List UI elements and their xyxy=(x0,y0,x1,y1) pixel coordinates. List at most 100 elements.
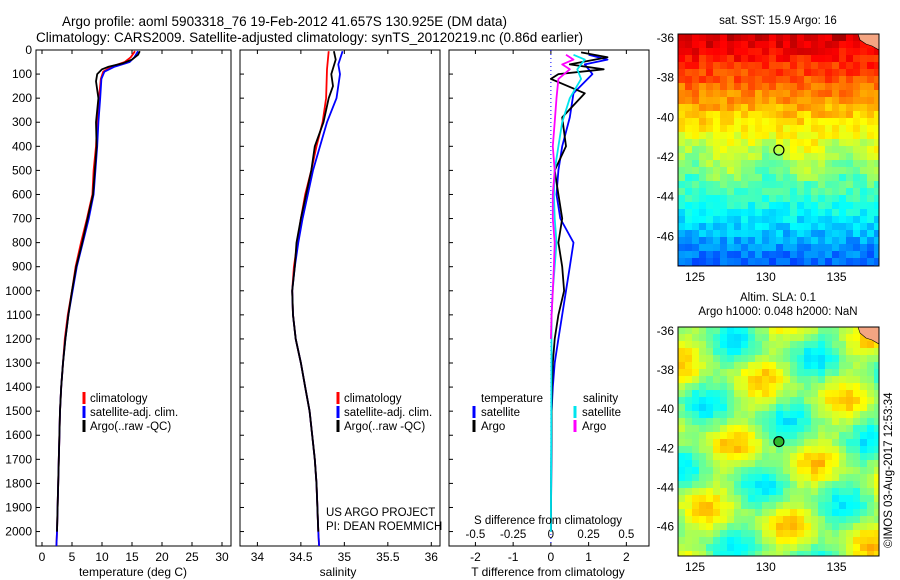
sst-cell xyxy=(734,237,742,245)
pi-credit: PI: DEAN ROEMMICH xyxy=(326,521,442,533)
sla-cell xyxy=(839,446,847,454)
sla-cell xyxy=(790,397,798,405)
sst-cell xyxy=(734,174,742,182)
sla-cell xyxy=(867,446,875,454)
sst-cell xyxy=(860,139,868,147)
sst-cell xyxy=(769,230,777,238)
sst-cell xyxy=(713,230,721,238)
sst-cell xyxy=(706,111,714,119)
sla-cell xyxy=(769,488,777,496)
sla-cell xyxy=(867,341,875,349)
sla-cell xyxy=(846,467,854,475)
sla-cell xyxy=(867,418,875,426)
sst-cell xyxy=(727,160,735,168)
depth-tick-label: 1400 xyxy=(5,380,32,394)
sla-cell xyxy=(818,418,826,426)
sla-cell xyxy=(832,327,840,335)
sla-cell xyxy=(734,446,742,454)
sla-cell xyxy=(692,404,700,412)
sst-cell xyxy=(692,223,700,231)
sst-cell xyxy=(706,174,714,182)
sst-cell xyxy=(832,62,840,70)
sst-cell xyxy=(713,153,721,161)
sst-cell xyxy=(678,146,686,154)
sst-cell xyxy=(706,69,714,77)
sst-cell xyxy=(706,48,714,56)
sla-cell xyxy=(699,327,707,335)
sst-cell xyxy=(783,118,791,126)
sla-cell xyxy=(783,446,791,454)
sla-cell xyxy=(769,397,777,405)
sla-cell xyxy=(846,481,854,489)
sla-cell xyxy=(783,509,791,517)
sla-cell xyxy=(769,348,777,356)
sla-cell xyxy=(720,495,728,503)
sst-cell xyxy=(797,41,805,49)
sst-cell xyxy=(727,251,735,259)
sla-cell xyxy=(818,481,826,489)
sla-cell xyxy=(678,502,686,510)
sla-cell xyxy=(790,467,798,475)
sst-cell xyxy=(846,216,854,224)
sst-cell xyxy=(769,209,777,217)
sst-cell xyxy=(706,230,714,238)
sst-cell xyxy=(748,69,756,77)
sla-cell xyxy=(832,537,840,545)
sla-cell xyxy=(846,439,854,447)
sla-cell xyxy=(727,523,735,531)
sla-cell xyxy=(706,495,714,503)
sst-argo-position-marker xyxy=(773,144,785,156)
sst-cell xyxy=(748,146,756,154)
sla-cell xyxy=(734,516,742,524)
sst-cell xyxy=(783,244,791,252)
sst-cell xyxy=(804,62,812,70)
sst-cell xyxy=(818,139,826,147)
sla-cell xyxy=(734,474,742,482)
sst-cell xyxy=(783,174,791,182)
sla-cell xyxy=(790,439,798,447)
sst-cell xyxy=(720,195,728,203)
sst-cell xyxy=(832,237,840,245)
sst-cell xyxy=(706,167,714,175)
sla-cell xyxy=(874,453,879,461)
sla-cell xyxy=(748,467,756,475)
sla-cell xyxy=(734,523,742,531)
sla-cell xyxy=(769,404,777,412)
sst-cell xyxy=(839,244,847,252)
sla-cell xyxy=(853,530,861,538)
sla-cell xyxy=(748,439,756,447)
sla-cell xyxy=(853,509,861,517)
sst-cell xyxy=(804,209,812,217)
sla-cell xyxy=(867,537,875,545)
sst-cell xyxy=(790,230,798,238)
sst-cell xyxy=(776,132,784,140)
sst-cell xyxy=(783,195,791,203)
sst-cell xyxy=(860,83,868,91)
map-y-tick-label: -42 xyxy=(657,150,675,164)
sla-cell xyxy=(699,509,707,517)
sla-cell xyxy=(713,460,721,468)
sst-cell xyxy=(797,69,805,77)
sla-cell xyxy=(692,439,700,447)
sst-cell xyxy=(818,48,826,56)
sst-cell xyxy=(692,216,700,224)
sla-cell xyxy=(874,495,879,503)
sla-cell xyxy=(846,523,854,531)
sla-cell xyxy=(874,551,879,556)
sst-cell xyxy=(846,90,854,98)
sst-cell xyxy=(741,97,749,105)
sla-cell xyxy=(741,404,749,412)
sst-cell xyxy=(860,41,868,49)
sla-cell xyxy=(776,453,784,461)
sla-cell xyxy=(713,390,721,398)
sla-cell xyxy=(825,439,833,447)
sst-cell xyxy=(727,244,735,252)
sla-cell xyxy=(755,544,763,552)
sla-cell xyxy=(685,383,693,391)
sst-cell xyxy=(874,181,879,189)
sla-cell xyxy=(692,369,700,377)
sla-cell xyxy=(713,530,721,538)
sla-cell xyxy=(860,488,868,496)
sst-cell xyxy=(720,202,728,210)
sst-cell xyxy=(776,251,784,259)
